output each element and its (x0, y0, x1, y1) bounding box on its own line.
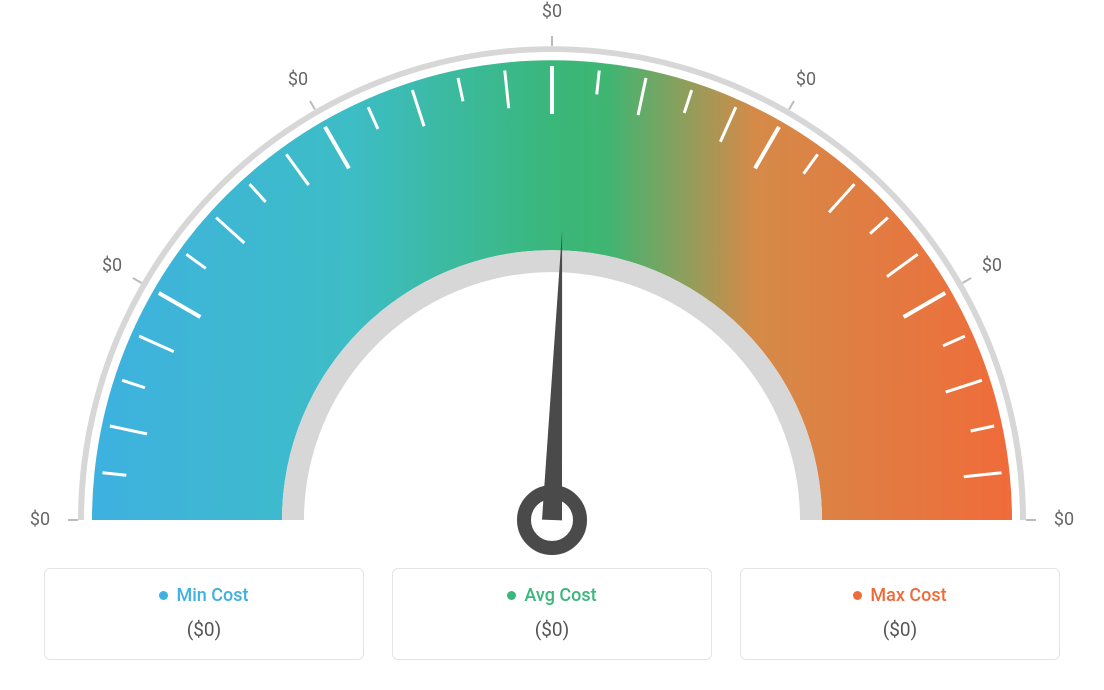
gauge-tick-label: $0 (288, 69, 308, 90)
gauge-tick-label: $0 (796, 69, 816, 90)
legend-value-min: ($0) (63, 618, 345, 641)
legend-value-max: ($0) (759, 618, 1041, 641)
gauge-major-tick (789, 101, 794, 110)
gauge-major-tick (133, 278, 142, 283)
gauge-major-tick (962, 278, 971, 283)
legend-dot-avg (507, 591, 516, 600)
legend-label-row: Max Cost (759, 585, 1041, 606)
legend-label-row: Min Cost (63, 585, 345, 606)
gauge-tick-label: $0 (982, 255, 1002, 276)
gauge-tick-label: $0 (1054, 509, 1074, 530)
legend-card-avg: Avg Cost ($0) (392, 568, 712, 660)
legend-row: Min Cost ($0) Avg Cost ($0) Max Cost ($0… (0, 560, 1104, 660)
gauge-tick-label: $0 (102, 255, 122, 276)
legend-dot-max (853, 591, 862, 600)
gauge-tick-label: $0 (30, 509, 50, 530)
legend-card-max: Max Cost ($0) (740, 568, 1060, 660)
legend-card-min: Min Cost ($0) (44, 568, 364, 660)
gauge-needle (542, 230, 562, 520)
gauge-major-tick (310, 101, 315, 110)
gauge-container: $0 $0 $0 $0 $0 $0 $0 (0, 0, 1104, 560)
legend-label-row: Avg Cost (411, 585, 693, 606)
gauge-svg: $0 $0 $0 $0 $0 $0 $0 (0, 0, 1104, 560)
legend-label-min: Min Cost (176, 585, 248, 606)
gauge-tick-label: $0 (542, 1, 562, 22)
legend-value-avg: ($0) (411, 618, 693, 641)
legend-label-max: Max Cost (870, 585, 946, 606)
legend-dot-min (159, 591, 168, 600)
legend-label-avg: Avg Cost (524, 585, 596, 606)
